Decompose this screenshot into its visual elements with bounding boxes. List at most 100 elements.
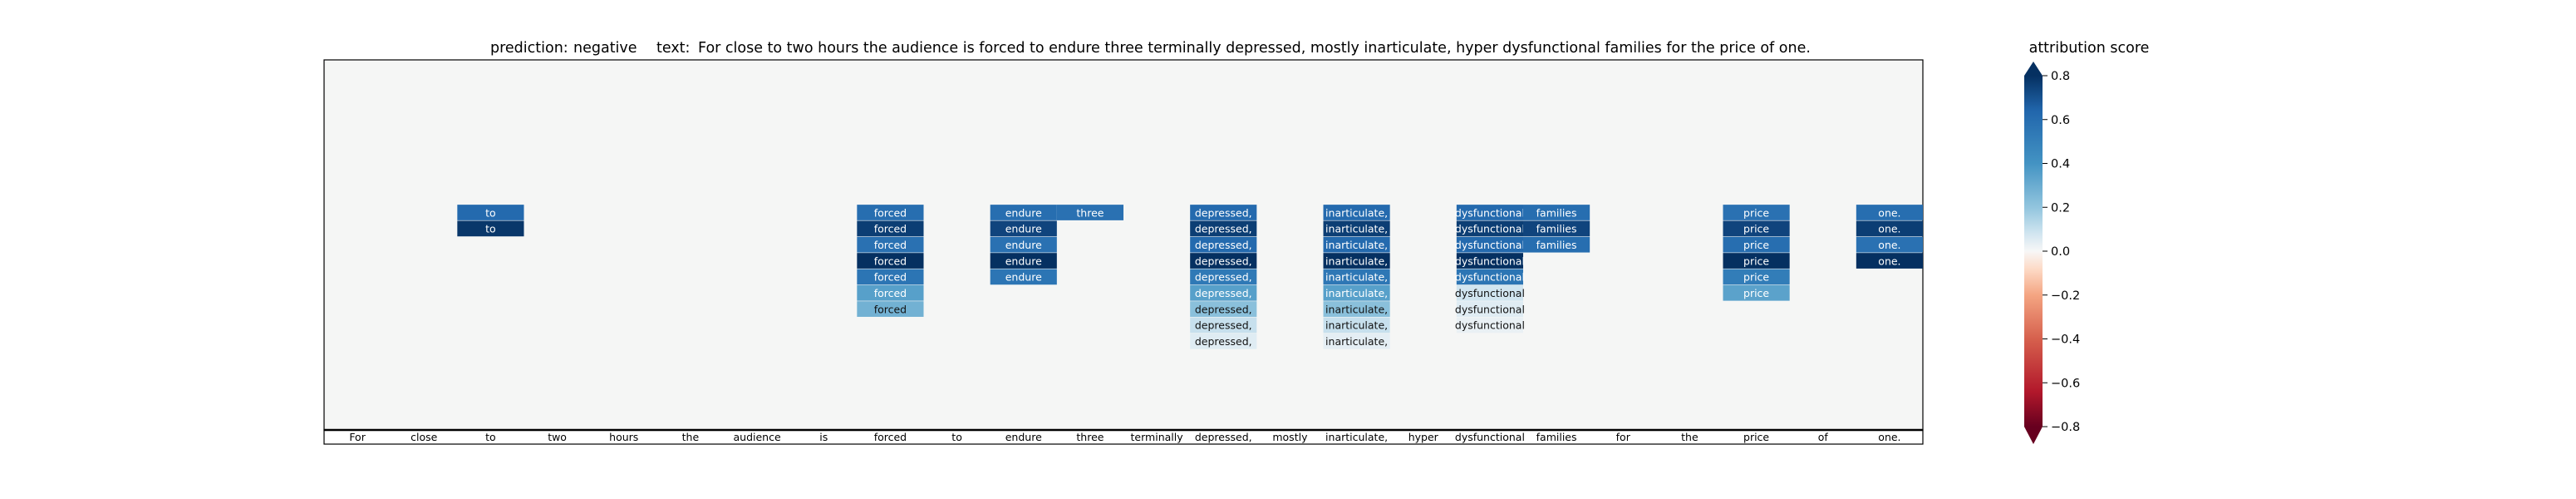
heatmap-cell-label: dysfunctional [1455, 319, 1525, 332]
heatmap-cell-label: depressed, [1195, 319, 1252, 332]
heatmap-cell-label: endure [1005, 271, 1042, 284]
heatmap-cell [857, 205, 924, 220]
heatmap-cell-label: one. [1878, 206, 1900, 219]
heatmap-cell-label: inarticulate, [1325, 303, 1388, 315]
heatmap-cell-label: forced [874, 303, 907, 315]
heatmap-cell-label: depressed, [1195, 223, 1252, 235]
colorbar-tick-label: 0.4 [2051, 158, 2070, 171]
heatmap-cell [1723, 253, 1790, 269]
heatmap-cell [857, 301, 924, 317]
colorbar: attribution score 0.8 0.6 0.4 0.2 0.0 −0.2 −0.… [2024, 40, 2149, 444]
heatmap-cell [1456, 301, 1523, 317]
heatmap-cell-label: inarticulate, [1325, 206, 1388, 219]
heatmap-cell-label: dysfunctional [1455, 271, 1525, 284]
colorbar-ticks: 0.8 0.6 0.4 0.2 0.0 −0.2 −0.4 −0.6 −0.8 [2043, 70, 2080, 434]
heatmap-cell [1456, 284, 1523, 301]
token-label: price [1743, 431, 1769, 443]
heatmap-cell-label: to [485, 223, 496, 235]
text-value: For close to two hours the audience is f… [698, 40, 1811, 57]
heatmap-cell-label: dysfunctional [1455, 223, 1525, 235]
token-label: For [349, 431, 366, 443]
heatmap-cell-label: forced [874, 239, 907, 251]
token-label: endure [1005, 431, 1042, 443]
heatmap-cell-label: one. [1878, 254, 1900, 267]
heatmap-cell-label: forced [874, 223, 907, 235]
heatmap-cell [990, 205, 1057, 220]
heatmap-cell-label: price [1743, 271, 1769, 284]
heatmap-cell [457, 205, 524, 220]
heatmap-cell [1856, 220, 1923, 237]
token-label: hyper [1408, 431, 1439, 443]
heatmap-cell-label: one. [1878, 239, 1900, 251]
token-label: inarticulate, [1325, 431, 1388, 443]
heatmap-cell [990, 236, 1057, 253]
heatmap-cell [1190, 301, 1257, 317]
colorbar-bottom-extension [2024, 427, 2043, 444]
prediction-value: negative [573, 40, 637, 57]
heatmap-cell [1323, 317, 1390, 333]
heatmap-cell [1323, 301, 1390, 317]
token-label: mostly [1272, 431, 1308, 443]
heatmap-cell-label: inarticulate, [1325, 239, 1388, 251]
heatmap-cell-label: forced [874, 287, 907, 299]
heatmap-cell [1856, 236, 1923, 253]
heatmap-cell [1323, 220, 1390, 237]
heatmap-cell-label: three [1076, 206, 1104, 219]
heatmap-cell [1723, 284, 1790, 301]
heatmap-cell-label: depressed, [1195, 287, 1252, 299]
heatmap-cell-label: endure [1005, 206, 1042, 219]
token-label: dysfunctional [1455, 431, 1525, 443]
heatmap-cell-label: inarticulate, [1325, 254, 1388, 267]
heatmap-cell-label: price [1743, 223, 1769, 235]
heatmap-cell [1190, 253, 1257, 269]
heatmap-cell-label: inarticulate, [1325, 319, 1388, 332]
colorbar-tick-label: 0.8 [2051, 70, 2070, 83]
token-label: two [548, 431, 567, 443]
heatmap-cell [1190, 236, 1257, 253]
heatmap-cell [1190, 220, 1257, 237]
heatmap-cell-label: depressed, [1195, 335, 1252, 348]
heatmap-cell-label: inarticulate, [1325, 287, 1388, 299]
heatmap-cell [457, 220, 524, 237]
heatmap-cell-label: dysfunctional [1455, 254, 1525, 267]
token-label: depressed, [1195, 431, 1252, 443]
heatmap-cell [1856, 205, 1923, 220]
colorbar-tick-label: −0.2 [2051, 289, 2080, 303]
colorbar-top-extension [2024, 62, 2043, 76]
heatmap-cell-label: depressed, [1195, 206, 1252, 219]
token-label: the [682, 431, 700, 443]
colorbar-tick-label: −0.4 [2051, 333, 2080, 347]
heatmap-cell-label: families [1536, 223, 1577, 235]
heatmap-cell-label: inarticulate, [1325, 271, 1388, 284]
colorbar-tick-label: −0.8 [2051, 421, 2080, 434]
token-label: to [485, 431, 496, 443]
heatmap-cell [1456, 205, 1523, 220]
heatmap-cell-label: dysfunctional [1455, 206, 1525, 219]
heatmap-cell-label: price [1743, 254, 1769, 267]
heatmap-cell-label: depressed, [1195, 303, 1252, 315]
heatmap-cell [1456, 317, 1523, 333]
heatmap-cell [1723, 220, 1790, 237]
token-label: audience [733, 431, 780, 443]
heatmap-cell-label: price [1743, 239, 1769, 251]
heatmap-cell-label: price [1743, 287, 1769, 299]
token-label: forced [874, 431, 907, 443]
token-label: the [1681, 431, 1698, 443]
heatmap-cell [1190, 205, 1257, 220]
heatmap-cell [1056, 205, 1123, 220]
heatmap-cell [857, 284, 924, 301]
heatmap-cell [1723, 205, 1790, 220]
heatmap-cell [1323, 253, 1390, 269]
token-label: families [1536, 431, 1577, 443]
colorbar-gradient [2024, 76, 2043, 427]
heatmap-cell-label: dysfunctional [1455, 287, 1525, 299]
heatmap-cells: to to forced forced forced forced forced forced… [457, 205, 1923, 349]
heatmap-cell [1456, 269, 1523, 285]
token-label: three [1076, 431, 1104, 443]
heatmap-cell-label: families [1536, 206, 1577, 219]
colorbar-tick-label: −0.6 [2051, 377, 2080, 390]
heatmap-cell-label: depressed, [1195, 239, 1252, 251]
heatmap-cell [990, 253, 1057, 269]
